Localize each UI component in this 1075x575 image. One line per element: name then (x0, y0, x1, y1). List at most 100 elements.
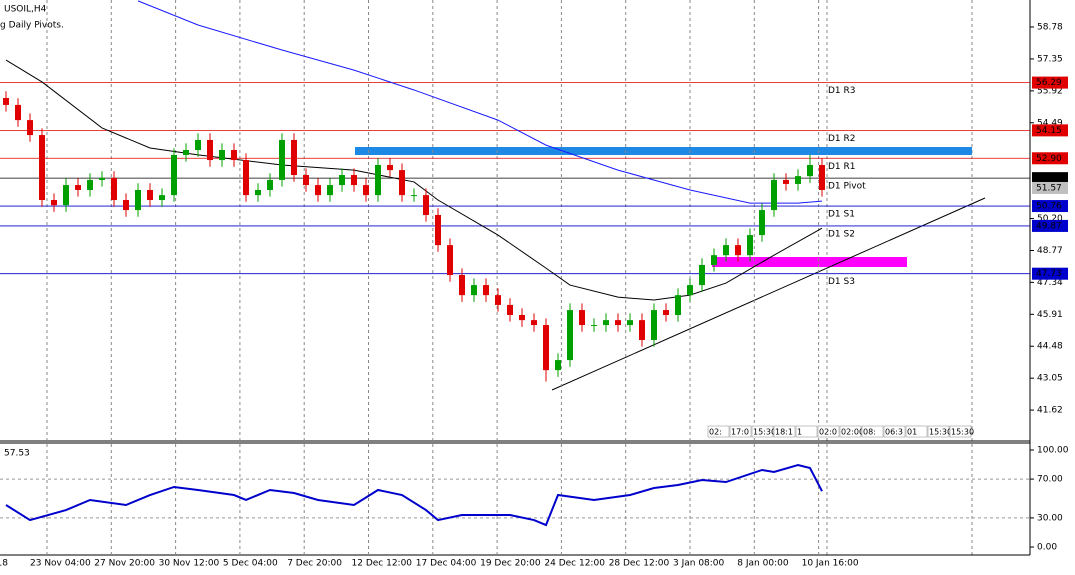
candle-body (663, 310, 669, 315)
chart-subtitle: g Daily Pivots. (0, 21, 64, 31)
price-box-label: 47.73 (1036, 269, 1062, 279)
pivot-label: D1 R2 (828, 134, 856, 144)
price-box (1032, 76, 1068, 89)
session-tag: 08: (863, 428, 876, 437)
candle-body (315, 185, 321, 196)
price-box (1032, 152, 1068, 165)
time-label: 28 Dec 12:00 (609, 559, 670, 569)
candle-body (447, 245, 453, 276)
indicator-value: 57.53 (4, 449, 30, 459)
candle-body (471, 285, 477, 296)
candle-body (759, 210, 765, 236)
candle-body (543, 325, 549, 371)
resistance-zone (355, 147, 972, 155)
candle-body (627, 320, 633, 326)
indicator-tick-label: 0.00 (1037, 543, 1057, 553)
session-tag: 01 (907, 428, 917, 437)
candle-body (567, 310, 573, 361)
candle-body (207, 139, 213, 161)
candle-body (603, 320, 609, 326)
candle-body (747, 235, 753, 256)
candle-body (159, 195, 165, 201)
candle-body (351, 175, 357, 186)
candle-body (555, 360, 561, 371)
session-tag-box (927, 425, 950, 438)
time-label: 10 Jan 16:00 (802, 559, 859, 569)
candle-body (63, 185, 69, 206)
candle-body (723, 245, 729, 256)
candle-body (3, 98, 9, 105)
candle-body (819, 164, 825, 190)
time-label: 12 Dec 12:00 (352, 559, 413, 569)
candle-body (183, 150, 189, 155)
session-tag-box (905, 425, 928, 438)
candle-body (123, 200, 129, 211)
candle-body (579, 310, 585, 326)
price-box (1032, 200, 1068, 213)
candle-body (795, 176, 801, 184)
price-tick-label: 54.49 (1037, 118, 1063, 128)
support-zone (712, 257, 907, 267)
candle-body (531, 320, 537, 326)
candle-body (111, 177, 117, 201)
price-box-label: 52.90 (1036, 154, 1062, 164)
moving-average (5, 59, 823, 301)
time-label: 30 Nov 12:00 (159, 559, 220, 569)
candle-body (591, 325, 597, 327)
candle-body (219, 150, 225, 161)
price-box-label: 50.76 (1036, 202, 1062, 212)
indicator-tick-label: 70.00 (1037, 475, 1063, 485)
chart-title: USOIL,H4 (4, 5, 47, 15)
session-tag-box (839, 425, 862, 438)
session-tag: 02:0 (819, 428, 837, 437)
candle-body (75, 185, 81, 190)
session-tag: 17:0 (731, 428, 749, 437)
candle-body (699, 264, 705, 286)
candle-body (51, 200, 57, 206)
session-tag-box (729, 425, 752, 438)
candle-body (735, 245, 741, 256)
pivot-label: D1 R1 (828, 162, 856, 172)
moving-average (137, 0, 823, 204)
time-label: 24 Dec 12:00 (544, 559, 605, 569)
candle-body (87, 179, 93, 190)
candle-body (399, 170, 405, 196)
price-box-label: 54.15 (1036, 126, 1062, 136)
price-tick-label: 41.62 (1037, 406, 1063, 416)
time-label: 23 Nov 04:00 (30, 559, 91, 569)
candle-body (255, 189, 261, 196)
session-tag-box (795, 425, 818, 438)
candle-body (711, 255, 717, 265)
price-box-label: 56.29 (1036, 78, 1062, 88)
time-label: 5 Dec 04:00 (223, 559, 278, 569)
candle-body (687, 285, 693, 296)
session-tag: 15:30 (929, 428, 952, 437)
pivot-label: D1 S3 (828, 277, 855, 287)
candle-body (387, 164, 393, 171)
candle-body (171, 154, 177, 196)
price-box-label: 52.01 (1036, 174, 1062, 184)
candle-body (771, 179, 777, 211)
candle-body (495, 295, 501, 305)
indicator-tick-label: 30.00 (1037, 513, 1063, 523)
candle-body (363, 185, 369, 196)
session-tag: 06:3 (885, 428, 903, 437)
session-tag-box (707, 425, 730, 438)
candle-body (339, 175, 345, 186)
session-tag-box (817, 425, 840, 438)
candle-body (27, 120, 33, 136)
pivot-label: D1 S2 (828, 229, 855, 239)
candle-body (375, 164, 381, 196)
time-label: 27 Nov 20:00 (94, 559, 155, 569)
candle-body (423, 195, 429, 215)
candle-body (267, 179, 273, 190)
candle-body (327, 185, 333, 196)
session-tag: 15:30 (951, 428, 974, 437)
candle-body (459, 275, 465, 296)
candle-body (435, 214, 441, 246)
price-box (1032, 172, 1068, 185)
session-tag-box (949, 425, 972, 438)
time-label: 7 Dec 20:00 (287, 559, 342, 569)
